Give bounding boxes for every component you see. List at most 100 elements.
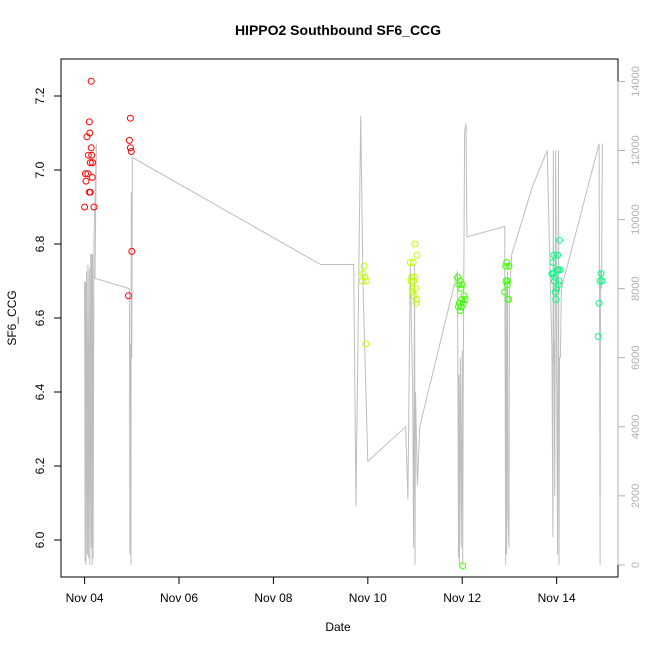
data-point xyxy=(127,148,135,155)
scatter-points-layer xyxy=(81,77,606,570)
data-point xyxy=(410,277,418,285)
data-point xyxy=(410,292,418,300)
y2-tick-label: 4000 xyxy=(630,415,642,439)
data-point xyxy=(81,203,89,211)
y-tick-label: 6.2 xyxy=(33,457,47,474)
data-point xyxy=(412,284,419,292)
y2-tick-label: 14000 xyxy=(630,66,642,97)
data-point xyxy=(550,251,558,259)
y-tick-label: 6.0 xyxy=(33,531,47,548)
x-tick-label: Nov 08 xyxy=(254,591,292,605)
data-point xyxy=(408,273,416,281)
data-point xyxy=(125,136,133,144)
y-tick-label: 6.8 xyxy=(33,235,47,252)
data-point xyxy=(86,129,94,137)
y2-axis: 0 2000 4000 6000 8000 10000 12000 14000 xyxy=(617,66,642,568)
data-point xyxy=(549,259,557,266)
data-point xyxy=(501,288,509,296)
y2-tick-label: 0 xyxy=(630,562,642,568)
y-axis: 6.0 6.2 6.4 6.6 6.8 7.0 7.2 xyxy=(33,87,62,548)
data-point xyxy=(456,277,464,285)
data-point xyxy=(88,173,96,181)
data-point xyxy=(360,262,368,270)
data-point xyxy=(556,236,563,244)
y-tick-label: 7.2 xyxy=(33,87,47,104)
y2-tick-label: 12000 xyxy=(630,135,642,166)
data-point xyxy=(503,259,511,266)
data-point xyxy=(413,251,421,259)
data-point xyxy=(362,277,370,285)
data-point xyxy=(89,159,97,167)
data-point xyxy=(458,281,466,289)
data-point xyxy=(126,114,134,122)
data-point xyxy=(362,340,370,348)
data-point xyxy=(88,151,96,159)
chart-title: HIPPO2 Southbound SF6_CCG xyxy=(235,22,441,38)
data-point xyxy=(86,159,94,167)
data-point xyxy=(361,273,369,281)
data-point xyxy=(555,281,562,289)
data-point xyxy=(359,270,367,278)
x-axis: Nov 04 Nov 06 Nov 08 Nov 10 Nov 12 Nov 14 xyxy=(66,576,576,605)
data-point xyxy=(459,299,467,307)
data-point xyxy=(411,240,419,248)
data-point xyxy=(409,259,417,266)
data-point xyxy=(555,277,563,285)
data-point xyxy=(82,177,90,185)
data-point xyxy=(458,296,466,303)
data-point xyxy=(455,303,462,311)
y2-tick-label: 2000 xyxy=(630,484,642,508)
data-point xyxy=(550,277,558,285)
data-point xyxy=(554,251,562,259)
data-point xyxy=(552,296,560,303)
data-point xyxy=(84,151,92,159)
x-tick-label: Nov 10 xyxy=(349,591,387,605)
data-point xyxy=(87,77,95,85)
secondary-line-layer xyxy=(84,115,603,565)
data-point xyxy=(126,144,134,152)
data-point xyxy=(82,170,89,178)
data-point xyxy=(412,299,420,307)
data-point xyxy=(549,270,557,278)
y-tick-label: 6.6 xyxy=(33,309,47,326)
x-tick-label: Nov 14 xyxy=(538,591,576,605)
data-point xyxy=(551,273,559,281)
data-point xyxy=(551,288,559,296)
data-point xyxy=(502,262,510,270)
y2-tick-label: 8000 xyxy=(630,276,642,300)
y-tick-label: 6.4 xyxy=(33,383,47,400)
secondary-series-line xyxy=(84,115,603,565)
y-tick-label: 7.0 xyxy=(33,161,47,178)
x-tick-label: Nov 12 xyxy=(443,591,481,605)
data-point xyxy=(84,170,92,178)
data-point xyxy=(86,188,94,196)
data-point xyxy=(597,270,605,278)
data-point xyxy=(455,281,463,289)
data-point xyxy=(598,277,606,285)
plot-frame xyxy=(60,58,619,578)
data-point xyxy=(87,144,95,152)
data-point xyxy=(412,296,420,303)
data-point xyxy=(456,307,464,315)
data-point xyxy=(553,284,561,292)
data-point xyxy=(90,203,98,211)
data-point xyxy=(595,299,603,307)
x-axis-label: Date xyxy=(325,620,351,634)
data-point xyxy=(461,296,469,303)
data-point xyxy=(85,118,93,126)
data-point xyxy=(408,284,416,292)
data-point xyxy=(454,273,461,281)
data-point xyxy=(505,296,512,303)
data-point xyxy=(125,292,132,300)
data-point xyxy=(505,262,513,270)
data-point xyxy=(457,284,465,292)
y-axis-label: SF6_CCG xyxy=(5,290,19,345)
data-point xyxy=(556,266,564,274)
data-point xyxy=(504,277,511,285)
data-point xyxy=(460,292,468,300)
data-point xyxy=(596,277,604,285)
y2-tick-label: 10000 xyxy=(630,204,642,235)
data-point xyxy=(455,299,463,307)
data-point xyxy=(594,333,602,340)
